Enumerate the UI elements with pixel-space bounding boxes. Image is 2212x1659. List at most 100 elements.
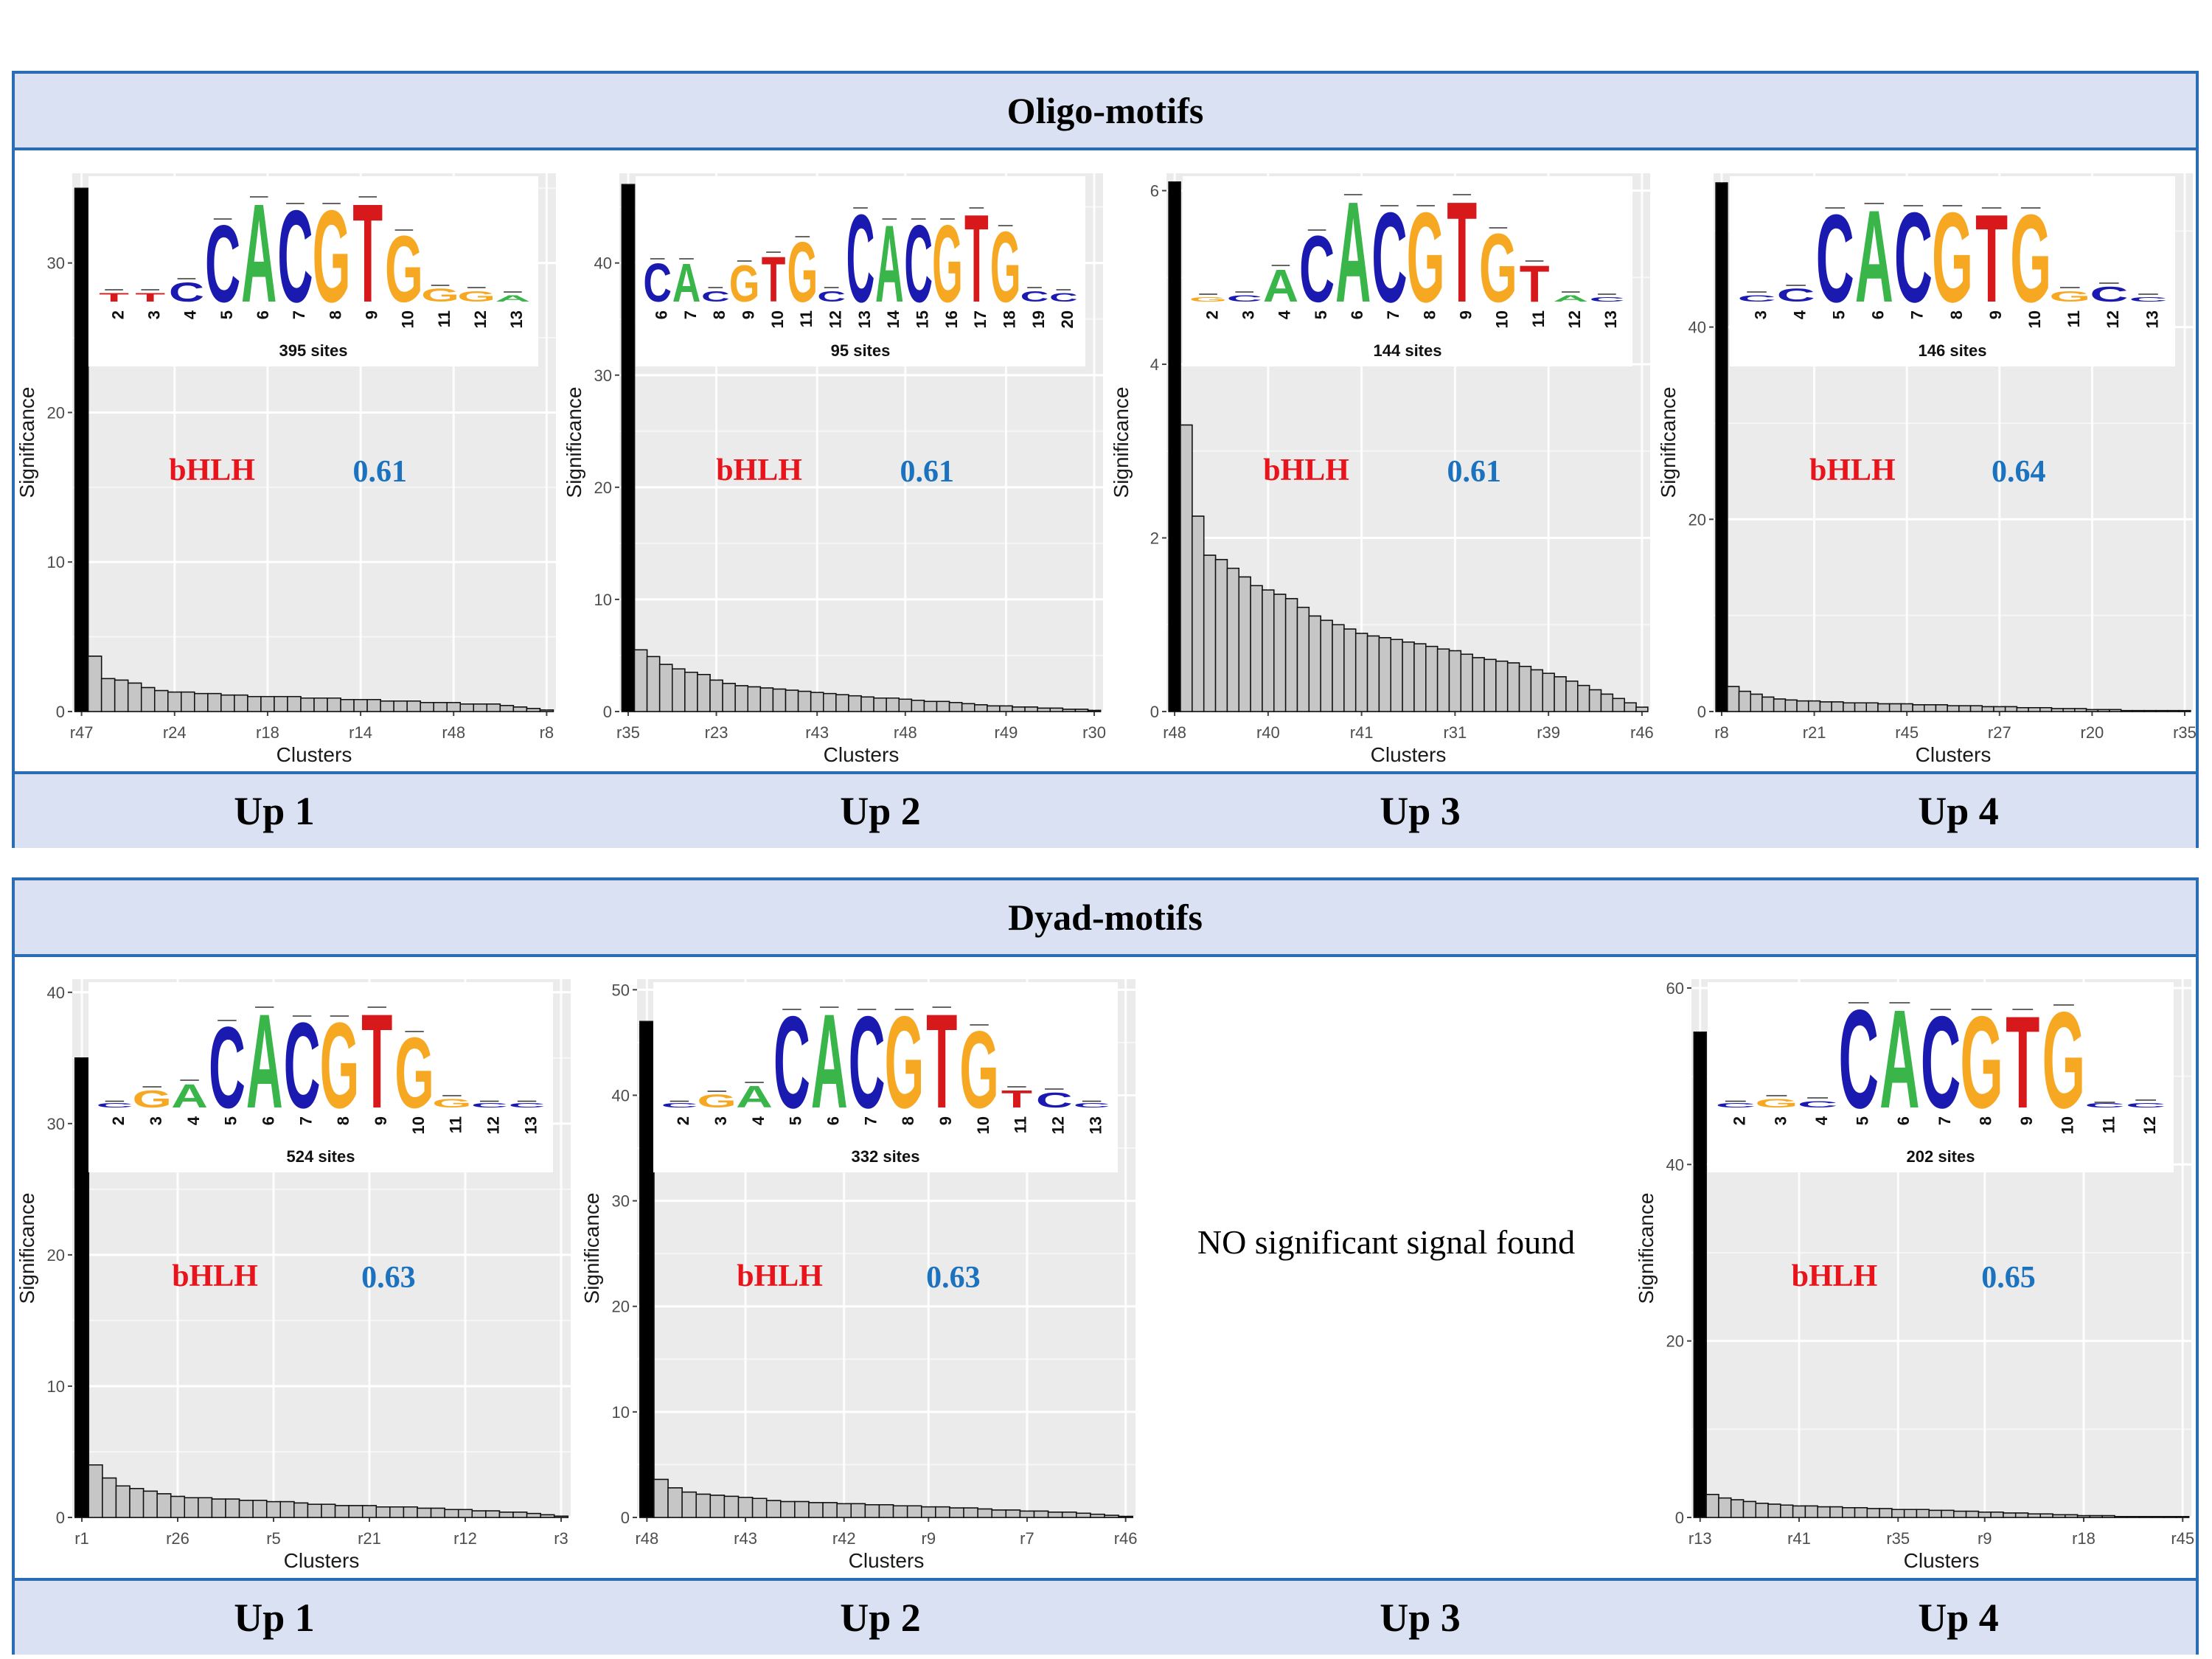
bar <box>1727 686 1740 712</box>
bar <box>1854 1507 1868 1518</box>
bar <box>1912 704 1925 712</box>
bar <box>526 1512 541 1518</box>
logo-position-label: 8 <box>334 1116 352 1125</box>
bar <box>936 700 950 712</box>
bar <box>307 1503 322 1518</box>
bar <box>1888 703 1902 712</box>
bar <box>1012 706 1026 712</box>
bar <box>672 668 686 712</box>
logo-position-label: 9 <box>2017 1116 2036 1125</box>
bar <box>948 702 963 712</box>
logo-letter: C <box>97 1102 133 1109</box>
bar <box>2028 707 2041 712</box>
sequence-logo <box>653 982 1118 1172</box>
bar <box>207 692 222 712</box>
bar <box>864 1504 880 1518</box>
logo-position-label: 10 <box>409 1116 428 1134</box>
y-tick-label: 40 <box>47 984 65 1002</box>
sequence-logo <box>88 176 538 366</box>
bar <box>639 1020 655 1518</box>
y-tick-label: 10 <box>47 553 65 571</box>
bar-chart: 0 10 20 30 40 r1 r26 r5 r21 r12 r3 Clusters Signific… <box>15 979 571 1572</box>
bar <box>1076 1512 1091 1518</box>
bar <box>1366 635 1380 712</box>
bar <box>433 702 448 712</box>
bar <box>1767 1503 1781 1518</box>
logo-position-label: 5 <box>222 1116 240 1125</box>
bar <box>935 1506 950 1518</box>
bar <box>765 1500 782 1518</box>
bar <box>184 1497 199 1518</box>
bar <box>794 1500 810 1518</box>
bar <box>923 700 938 712</box>
bar <box>886 698 900 712</box>
bar <box>293 1502 309 1518</box>
logo-position-label: 4 <box>181 310 200 319</box>
bar <box>220 694 235 712</box>
x-tick-label: r26 <box>166 1529 189 1548</box>
logo-position-label: 2 <box>1203 310 1221 319</box>
bar <box>499 705 515 712</box>
bar <box>1742 1500 1757 1518</box>
logo-position-label: 18 <box>1000 310 1018 328</box>
logo-letter: G <box>2049 288 2090 305</box>
logo-sites-label: 146 sites <box>1919 341 1987 360</box>
bar <box>459 703 475 712</box>
bar <box>2051 708 2064 712</box>
logo-position-label: 11 <box>1529 310 1548 327</box>
logo-letter: C <box>1299 215 1335 321</box>
bar <box>878 1504 894 1518</box>
x-tick-label: r23 <box>705 723 728 742</box>
logo-letter: G <box>2042 984 2086 1137</box>
x-tick-label: r48 <box>894 723 917 742</box>
logo-position-label: 9 <box>1986 310 2005 319</box>
logo-letter: C <box>1894 187 1933 330</box>
no-signal-message: NO significant signal found <box>1197 1223 1576 1261</box>
bar <box>822 1502 838 1518</box>
bar <box>252 1500 268 1518</box>
logo-position-label: 11 <box>2099 1116 2118 1133</box>
logo-letter: T <box>352 175 383 332</box>
section-title: Dyad-motifs <box>15 880 2196 957</box>
panel-label: Up 4 <box>1918 789 1999 833</box>
chart-panel: 0 2 4 6 r48 r40 r41 r31 r39 r46 Clusters Significan… <box>1109 166 1655 771</box>
logo-letter: T <box>1520 254 1550 313</box>
bar <box>1796 700 1809 712</box>
bar <box>1891 1509 1905 1518</box>
logo-position-label: 7 <box>1908 310 1927 319</box>
y-axis-title: Significance <box>1657 387 1680 498</box>
bar <box>681 1491 697 1518</box>
bar <box>1262 589 1275 712</box>
bar <box>471 1510 487 1518</box>
bar <box>1588 689 1602 712</box>
bar <box>313 698 328 712</box>
bar <box>808 1502 824 1518</box>
bar <box>260 695 275 712</box>
bar <box>860 696 874 712</box>
x-tick-label: r39 <box>1537 723 1560 742</box>
x-tick-label: r48 <box>442 723 465 742</box>
logo-position-label: 6 <box>1348 310 1366 319</box>
bar <box>1780 1504 1794 1518</box>
logo-position-label: 10 <box>974 1116 992 1134</box>
bar <box>1484 658 1497 712</box>
logo-letter: C <box>1777 285 1815 306</box>
logo-position-label: 19 <box>1029 310 1048 328</box>
y-tick-label: 20 <box>594 479 612 497</box>
bar <box>1296 606 1310 712</box>
bar <box>836 1503 852 1518</box>
bar <box>225 1498 240 1518</box>
bar <box>1693 1032 1707 1518</box>
logo-position-label: 12 <box>2140 1116 2159 1134</box>
y-tick-label: 20 <box>47 1246 65 1265</box>
y-tick-label: 2 <box>1150 529 1159 548</box>
bar <box>142 1490 158 1518</box>
bar <box>1624 702 1637 712</box>
panel-label: Up 4 <box>1918 1596 1999 1640</box>
logo-position-label: 8 <box>1976 1116 1994 1125</box>
logo-letter: T <box>762 245 786 316</box>
bar <box>403 1506 418 1518</box>
logo-position-label: 4 <box>184 1116 203 1125</box>
logo-letter: C <box>846 188 875 328</box>
bar <box>747 686 762 712</box>
